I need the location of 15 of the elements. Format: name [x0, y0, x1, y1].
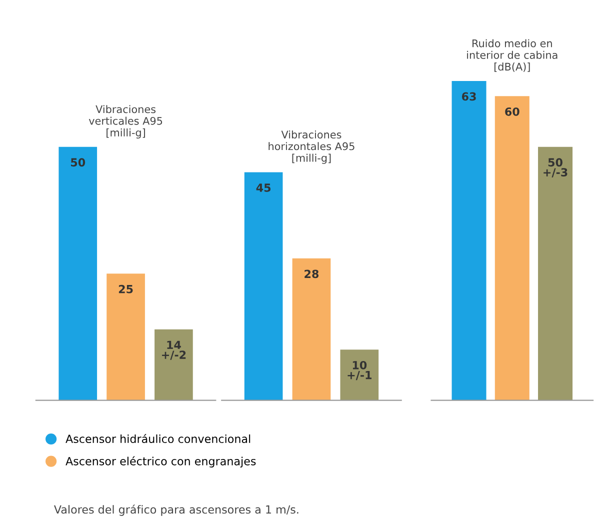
data-label: 50 [70, 158, 86, 167]
legend-label: Ascensor hidráulico convencional [66, 434, 250, 444]
chart-title: Vibraciones horizontales A95 [milli-g] [268, 130, 354, 164]
data-label: 50 +/-3 [544, 158, 568, 178]
data-label: 60 [505, 107, 520, 116]
legend-label: Ascensor eléctrico con engranajes [66, 456, 256, 468]
data-label: 14 +/-2 [162, 340, 186, 360]
data-label: 28 [304, 270, 319, 278]
chart-title: Vibraciones verticales A95 [milli-g] [88, 105, 162, 139]
data-label: 63 [462, 92, 476, 101]
data-label: 25 [118, 284, 133, 294]
chart-title: Ruido medio en interior de cabina [dB(A)] [467, 39, 558, 72]
text: Valores del gráfico para ascensores a 1 m/s. [54, 504, 298, 516]
data-label: 45 [256, 184, 271, 192]
data-label: 10 +/-1 [348, 360, 372, 380]
